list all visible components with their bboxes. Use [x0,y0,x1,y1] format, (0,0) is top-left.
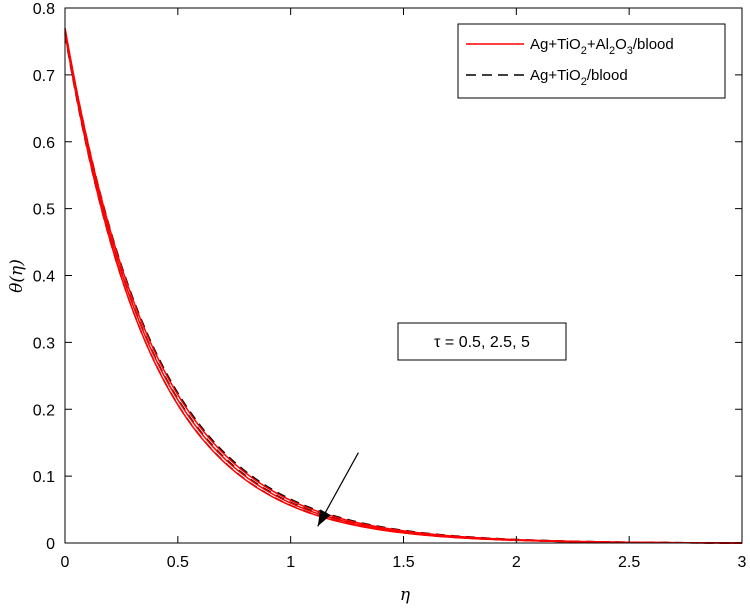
legend-hybrid-sub2: 2 [609,45,615,57]
legend-nano-suffix: /blood [587,67,628,84]
legend-hybrid-mid2: O [615,36,627,53]
x-tick-label: 3 [738,554,747,571]
arrow-head [317,509,331,527]
y-tick-label: 0.1 [33,469,55,486]
x-axis-label: η [400,585,411,605]
x-tick-label: 0.5 [167,554,189,571]
legend-label-hybrid: Ag+TiO2+Al2O3/blood [530,36,674,57]
annotation: τ = 0.5, 2.5, 5 [397,322,567,361]
y-tick-label: 0.7 [33,68,55,85]
legend-hybrid-sub3: 3 [627,45,633,57]
y-tick-label: 0.5 [33,202,55,219]
annotation-text: τ = 0.5, 2.5, 5 [434,334,530,351]
series-line-hybrid-2.5 [64,30,743,544]
series-line-hybrid-0.5 [64,27,743,544]
y-tick-label: 0.4 [33,269,55,286]
legend-nano-prefix: Ag+TiO [530,67,581,84]
legend-hybrid-mid: +Al [587,36,609,53]
y-tick-label: 0.6 [33,135,55,152]
y-tick-label: 0.2 [33,402,55,419]
series-line-nano-5 [64,34,743,544]
y-tick-label: 0.8 [33,1,55,18]
annotation-box [397,322,567,361]
y-tick-label: 0 [46,536,55,553]
series-line-hybrid-5 [64,33,743,544]
y-axis-label: θ(η) [7,259,27,293]
x-tick-label: 1 [286,554,295,571]
legend-box [457,23,726,99]
legend-label-nano: Ag+TiO2/blood [530,67,628,88]
annotation-arrow [317,452,359,527]
y-tick-label: 0.3 [33,335,55,352]
ticks: 0 0.5 1 1.5 2 2.5 3 0 0.1 0.2 0.3 0.4 0.5 0.6 0.7 0.8 [33,1,747,571]
x-tick-label: 2 [512,554,521,571]
legend-nano-sub1: 2 [581,76,587,88]
x-tick-label: 0 [61,554,70,571]
legend-hybrid-sub1: 2 [581,45,587,57]
series-line-nano-2.5 [64,31,743,544]
x-tick-label: 1.5 [392,554,414,571]
legend-hybrid-prefix: Ag+TiO [530,36,581,53]
legend: Ag+TiO2+Al2O3/blood Ag+TiO2/blood [457,23,726,99]
x-tick-label: 2.5 [618,554,640,571]
legend-hybrid-suffix: /blood [633,36,674,53]
curves [64,27,743,544]
series-line-nano-0.5 [64,29,743,544]
